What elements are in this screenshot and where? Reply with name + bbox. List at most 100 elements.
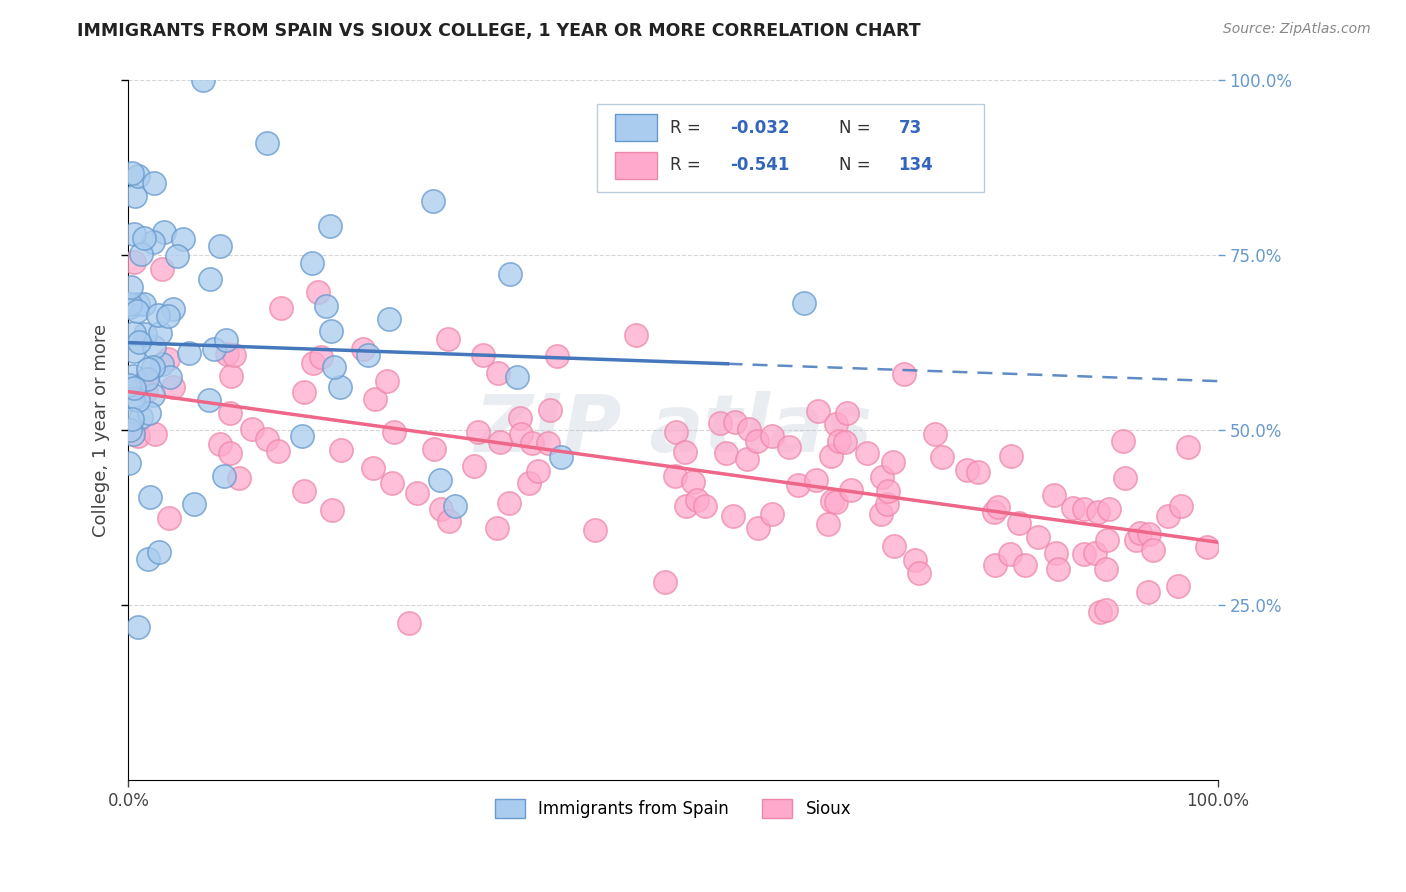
Point — [200, 272, 222, 286]
Point — [353, 342, 375, 356]
Point — [583, 523, 606, 537]
Point — [125, 303, 148, 318]
Point — [127, 169, 149, 183]
Point — [166, 249, 188, 263]
Point — [364, 392, 387, 407]
Point — [193, 73, 215, 87]
Point — [134, 326, 156, 341]
Text: -0.032: -0.032 — [730, 119, 789, 136]
Point — [1094, 603, 1116, 617]
Point — [550, 450, 572, 464]
Point — [665, 425, 688, 440]
Point — [378, 312, 401, 326]
Text: Source: ZipAtlas.com: Source: ZipAtlas.com — [1223, 22, 1371, 37]
Point — [132, 297, 155, 311]
Point — [807, 404, 830, 418]
Point — [509, 427, 531, 442]
Text: ZIP atlas: ZIP atlas — [474, 391, 872, 469]
Point — [122, 381, 145, 395]
Point — [793, 295, 815, 310]
Point — [709, 416, 731, 430]
Point — [738, 422, 761, 436]
Point — [122, 227, 145, 241]
Point — [825, 417, 848, 431]
Point — [437, 514, 460, 528]
Text: IMMIGRANTS FROM SPAIN VS SIOUX COLLEGE, 1 YEAR OR MORE CORRELATION CHART: IMMIGRANTS FROM SPAIN VS SIOUX COLLEGE, … — [77, 22, 921, 40]
Point — [124, 188, 146, 202]
Point — [118, 456, 141, 470]
Point — [1084, 546, 1107, 560]
Point — [120, 280, 142, 294]
Point — [1094, 562, 1116, 576]
Point — [294, 483, 316, 498]
Point — [778, 440, 800, 454]
Point — [142, 360, 165, 375]
Point — [876, 483, 898, 498]
Legend: Immigrants from Spain, Sioux: Immigrants from Spain, Sioux — [488, 792, 858, 824]
Point — [406, 485, 429, 500]
Point — [307, 285, 329, 299]
Point — [319, 219, 342, 233]
Point — [1062, 500, 1084, 515]
Point — [215, 333, 238, 347]
Point — [747, 521, 769, 535]
Point — [1098, 501, 1121, 516]
Point — [198, 392, 221, 407]
Point — [820, 449, 842, 463]
Point — [893, 368, 915, 382]
Point — [134, 374, 156, 388]
Point — [122, 255, 145, 269]
Point — [1000, 449, 1022, 463]
Point — [139, 490, 162, 504]
Point — [870, 469, 893, 483]
Point — [153, 225, 176, 239]
Point — [695, 500, 717, 514]
Point — [1087, 505, 1109, 519]
Point — [855, 446, 877, 460]
Point — [142, 176, 165, 190]
Point — [825, 495, 848, 509]
Point — [162, 301, 184, 316]
Point — [209, 436, 232, 450]
Point — [122, 392, 145, 406]
Point — [267, 444, 290, 458]
Point — [517, 475, 540, 490]
Point — [1156, 509, 1178, 524]
Point — [136, 552, 159, 566]
Point — [467, 425, 489, 439]
Point — [509, 411, 531, 425]
Point — [998, 547, 1021, 561]
Point — [1014, 558, 1036, 572]
Point — [804, 473, 827, 487]
Point — [218, 446, 240, 460]
Point — [202, 342, 225, 356]
Point — [256, 432, 278, 446]
Point — [486, 367, 509, 381]
Point — [904, 553, 927, 567]
Point — [721, 509, 744, 524]
Point — [870, 507, 893, 521]
Point — [437, 332, 460, 346]
Point — [240, 422, 263, 436]
Point — [506, 370, 529, 384]
Point — [212, 468, 235, 483]
Point — [329, 380, 352, 394]
Text: R =: R = — [669, 119, 706, 136]
Point — [142, 388, 165, 402]
Point — [498, 495, 520, 509]
Point — [817, 516, 839, 531]
Point — [423, 442, 446, 456]
Point — [1177, 440, 1199, 454]
Point — [787, 478, 810, 492]
Point — [156, 309, 179, 323]
Point — [361, 460, 384, 475]
Point — [714, 446, 737, 460]
Point — [136, 372, 159, 386]
Point — [129, 409, 152, 424]
Point — [463, 458, 485, 473]
Point — [149, 326, 172, 341]
Point — [311, 350, 333, 364]
Point — [1195, 540, 1218, 554]
Point — [118, 297, 141, 311]
Point — [162, 379, 184, 393]
